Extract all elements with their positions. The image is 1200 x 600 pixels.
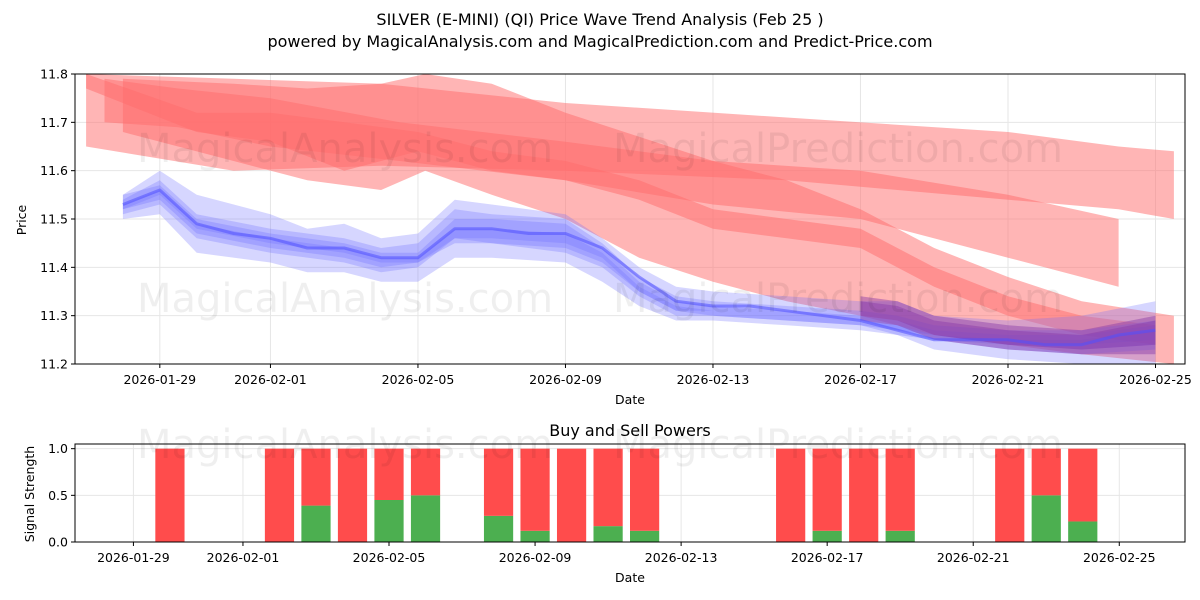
buy-bar — [1031, 495, 1061, 542]
sell-bar — [776, 448, 806, 542]
buy-bar — [630, 530, 660, 542]
buy-bar — [1068, 521, 1098, 542]
signal-x-tick-label: 2026-02-25 — [1083, 550, 1156, 565]
price-panel: MagicalAnalysis.com MagicalPrediction.co… — [14, 67, 1192, 408]
trend-band-purple-band-2 — [860, 301, 1156, 350]
sell-bar — [374, 448, 404, 500]
watermark-2: MagicalPrediction.com — [613, 126, 1063, 172]
sell-bar — [556, 448, 587, 542]
signal-axis-ticks: 0.0 0.5 1.0 2026-01-29 2026-02-01 2026-02-05 2… — [48, 441, 1155, 565]
sell-bar — [1031, 448, 1061, 496]
sell-bar — [995, 448, 1025, 542]
trend-band-blue-band-1 — [122, 170, 1156, 364]
sell-bar — [593, 448, 623, 527]
watermark-6: MagicalPrediction.com — [613, 422, 1063, 468]
buy-bar — [593, 526, 623, 542]
sell-bar — [337, 448, 368, 542]
price-y-tick-label: 11.3 — [40, 308, 68, 323]
watermark-1: MagicalAnalysis.com — [137, 126, 553, 172]
price-y-tick-label: 11.5 — [40, 212, 68, 227]
trend-band-red-band-4 — [86, 74, 1156, 345]
watermark-3: MagicalAnalysis.com — [137, 276, 553, 322]
signal-y-tick-label: 0.0 — [48, 535, 68, 550]
price-y-tick-label: 11.4 — [40, 260, 68, 275]
signal-y-tick-label: 0.5 — [48, 488, 68, 503]
price-x-axis-label: Date — [615, 392, 645, 407]
price-y-tick-label: 11.7 — [40, 115, 68, 130]
price-x-tick-label: 2026-02-13 — [677, 372, 750, 387]
signal-x-tick-label: 2026-02-17 — [791, 550, 864, 565]
sell-bar — [301, 448, 331, 506]
buy-bar — [374, 500, 404, 542]
signal-panel: Buy and Sell Powers MagicalAnalysis.com … — [22, 421, 1186, 585]
buy-bar — [520, 530, 550, 542]
watermark-5: MagicalAnalysis.com — [137, 422, 553, 468]
signal-x-tick-label: 2026-02-09 — [499, 550, 572, 565]
sell-bar — [155, 448, 185, 542]
signal-watermarks: MagicalAnalysis.com MagicalPrediction.co… — [137, 422, 1063, 468]
buy-bar — [483, 515, 514, 542]
price-watermarks: MagicalAnalysis.com MagicalPrediction.co… — [137, 126, 1063, 322]
trend-bands — [86, 74, 1174, 364]
signal-chart-title: Buy and Sell Powers — [549, 421, 711, 440]
buy-bar — [812, 530, 842, 542]
buy-bar — [410, 495, 441, 542]
chart-title-line1: SILVER (E-MINI) (QI) Price Wave Trend An… — [376, 10, 823, 29]
watermark-4: MagicalPrediction.com — [613, 276, 1063, 322]
signal-x-tick-label: 2026-01-29 — [97, 550, 170, 565]
sell-bar — [410, 448, 441, 496]
price-x-tick-label: 2026-02-01 — [234, 372, 307, 387]
price-axis-ticks: 11.2 11.3 11.4 11.5 11.6 11.7 11.8 2026-01-29 20… — [40, 67, 1192, 388]
sell-bar — [483, 448, 514, 516]
sell-bar — [630, 448, 660, 531]
signal-x-tick-label: 2026-02-01 — [207, 550, 280, 565]
trend-band-blue-band-2 — [122, 180, 1156, 355]
signal-x-tick-label: 2026-02-05 — [353, 550, 426, 565]
sell-bar — [812, 448, 842, 531]
buy-bar — [885, 530, 915, 542]
price-x-tick-label: 2026-02-25 — [1119, 372, 1192, 387]
sell-bar — [849, 448, 879, 542]
price-x-tick-label: 2026-02-21 — [972, 372, 1045, 387]
signal-x-tick-label: 2026-02-13 — [645, 550, 718, 565]
price-x-tick-label: 2026-02-17 — [824, 372, 897, 387]
signal-x-tick-label: 2026-02-21 — [937, 550, 1010, 565]
signal-y-tick-label: 1.0 — [48, 441, 68, 456]
price-y-tick-label: 11.6 — [40, 163, 68, 178]
price-y-tick-label: 11.2 — [40, 357, 68, 372]
price-x-tick-label: 2026-02-09 — [529, 372, 602, 387]
signal-y-axis-label: Signal Strength — [22, 446, 37, 542]
sell-bar — [520, 448, 550, 531]
sell-bar — [1068, 448, 1098, 522]
signal-x-axis-label: Date — [615, 570, 645, 585]
chart-title-line2: powered by MagicalAnalysis.com and Magic… — [267, 32, 932, 51]
sell-bar — [264, 448, 295, 542]
price-y-axis-label: Price — [14, 204, 29, 235]
buy-bar — [301, 505, 331, 542]
price-x-tick-label: 2026-01-29 — [123, 372, 196, 387]
signal-plot-frame — [74, 443, 1186, 543]
price-y-tick-label: 11.8 — [40, 67, 68, 82]
sell-bar — [885, 448, 915, 531]
price-line — [122, 188, 1156, 347]
signal-bars — [155, 448, 1098, 542]
price-x-tick-label: 2026-02-05 — [382, 372, 455, 387]
